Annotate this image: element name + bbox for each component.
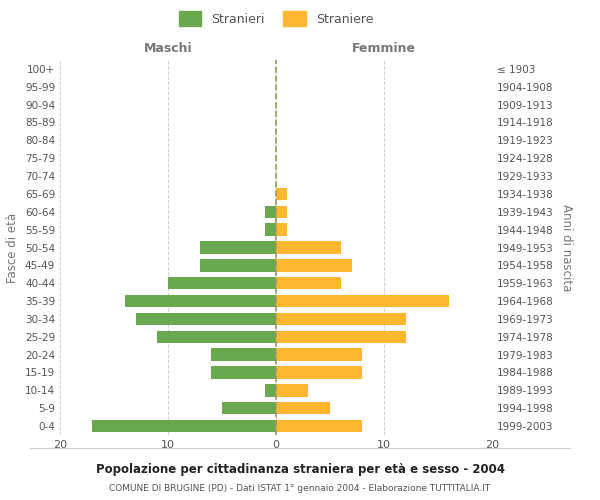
Legend: Stranieri, Straniere: Stranieri, Straniere <box>173 6 379 31</box>
Bar <box>276 206 287 218</box>
Bar <box>276 277 341 289</box>
Bar <box>276 242 341 254</box>
Bar <box>276 330 406 343</box>
Bar <box>200 259 276 272</box>
Bar <box>276 348 362 361</box>
Bar <box>276 259 352 272</box>
Bar <box>265 206 276 218</box>
Bar <box>276 312 406 325</box>
Bar <box>136 312 276 325</box>
Bar <box>211 348 276 361</box>
Bar <box>200 242 276 254</box>
Y-axis label: Fasce di età: Fasce di età <box>7 212 19 282</box>
Bar <box>125 295 276 308</box>
Bar <box>157 330 276 343</box>
Bar <box>92 420 276 432</box>
Bar <box>211 366 276 379</box>
Y-axis label: Anni di nascita: Anni di nascita <box>560 204 573 291</box>
Bar <box>222 402 276 414</box>
Bar <box>265 224 276 236</box>
Text: Maschi: Maschi <box>143 42 193 54</box>
Bar <box>276 188 287 200</box>
Text: Popolazione per cittadinanza straniera per età e sesso - 2004: Popolazione per cittadinanza straniera p… <box>95 462 505 475</box>
Text: Femmine: Femmine <box>352 42 416 54</box>
Bar <box>276 384 308 396</box>
Bar <box>276 402 330 414</box>
Bar <box>276 366 362 379</box>
Bar <box>276 420 362 432</box>
Text: COMUNE DI BRUGINE (PD) - Dati ISTAT 1° gennaio 2004 - Elaborazione TUTTITALIA.IT: COMUNE DI BRUGINE (PD) - Dati ISTAT 1° g… <box>109 484 491 493</box>
Bar <box>168 277 276 289</box>
Bar <box>276 295 449 308</box>
Bar <box>265 384 276 396</box>
Bar <box>276 224 287 236</box>
